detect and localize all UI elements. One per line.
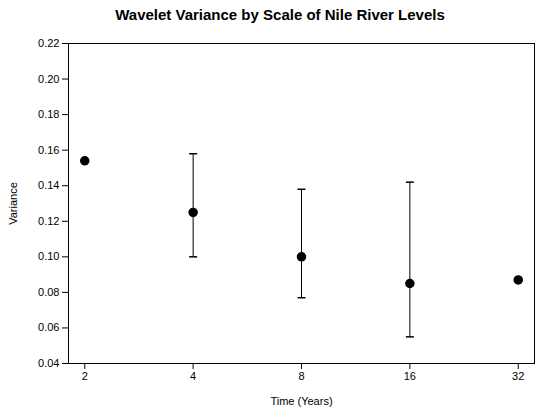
svg-text:2: 2	[82, 370, 88, 382]
html-text:Wavelet Variance by Scale of N: Wavelet Variance by Scale of Nile River …	[115, 6, 445, 23]
svg-text:0.22: 0.22	[38, 37, 59, 49]
svg-text:16: 16	[404, 370, 416, 382]
svg-text:Time (Years): Time (Years)	[270, 395, 332, 407]
svg-text:8: 8	[298, 370, 304, 382]
svg-text:0.16: 0.16	[38, 144, 59, 156]
svg-text:32: 32	[512, 370, 524, 382]
svg-text:0.20: 0.20	[38, 73, 59, 85]
svg-text:0.18: 0.18	[38, 108, 59, 120]
svg-text:0.04: 0.04	[38, 357, 59, 369]
svg-text:0.14: 0.14	[38, 179, 59, 191]
svg-text:Variance: Variance	[7, 182, 19, 225]
svg-text:0.10: 0.10	[38, 250, 59, 262]
svg-text:0.12: 0.12	[38, 215, 59, 227]
svg-text:0.06: 0.06	[38, 321, 59, 333]
svg-text:4: 4	[190, 370, 196, 382]
svg-text:0.08: 0.08	[38, 286, 59, 298]
